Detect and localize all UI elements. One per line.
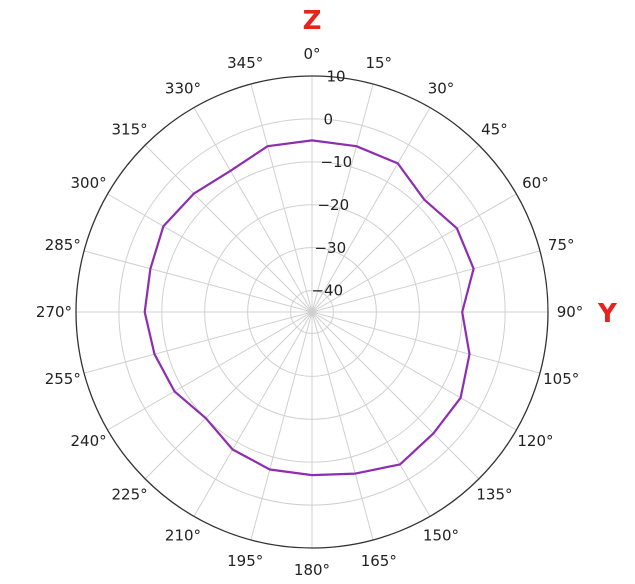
angular-gridline bbox=[193, 107, 313, 313]
angle-tick-label: 165° bbox=[361, 552, 397, 570]
angle-tick-labels: 0° 15° 30° 45° 60° 75° 90° 105° 120° 135° 150° 165°… bbox=[36, 45, 583, 579]
radial-tick-label: 10 bbox=[326, 68, 345, 86]
angle-tick-label: 270° bbox=[36, 303, 72, 321]
angular-gridline bbox=[311, 311, 431, 517]
axis-name-y: Y bbox=[597, 299, 618, 329]
angle-tick-label: 255° bbox=[45, 370, 81, 388]
angular-gridline bbox=[250, 83, 313, 313]
angle-tick-label: 210° bbox=[165, 526, 201, 544]
angle-tick-label: 150° bbox=[423, 526, 459, 544]
angular-gridline bbox=[193, 311, 313, 517]
angle-tick-label: 135° bbox=[476, 485, 512, 503]
radial-tick-label: −40 bbox=[311, 282, 343, 300]
angular-gridline bbox=[311, 144, 480, 313]
angle-tick-label: 120° bbox=[517, 432, 553, 450]
angle-tick-label: 315° bbox=[111, 121, 147, 139]
axis-name-z: Z bbox=[303, 6, 322, 36]
angle-tick-label: 285° bbox=[45, 236, 81, 254]
radial-tick-label: 0 bbox=[323, 110, 333, 128]
angle-tick-label: 60° bbox=[522, 174, 549, 192]
angular-gridline bbox=[83, 250, 313, 313]
angular-gridline bbox=[311, 250, 541, 313]
angle-tick-label: 90° bbox=[557, 303, 584, 321]
angular-gridline bbox=[311, 83, 374, 313]
series-line bbox=[143, 139, 475, 477]
polar-frame bbox=[75, 75, 549, 549]
angle-tick-label: 240° bbox=[70, 432, 106, 450]
angular-gridline bbox=[250, 311, 313, 541]
angular-gridline bbox=[311, 107, 431, 313]
angular-gridline bbox=[144, 144, 313, 313]
angle-tick-label: 75° bbox=[548, 236, 575, 254]
radial-tick-labels: −40 −30 −20 −10 0 10 bbox=[311, 68, 352, 300]
angle-tick-label: 105° bbox=[543, 370, 579, 388]
angular-gridline bbox=[107, 311, 313, 431]
pattern-series bbox=[143, 139, 475, 477]
radial-tick-label: −30 bbox=[314, 239, 346, 257]
angular-gridline bbox=[311, 311, 541, 374]
angle-tick-label: 195° bbox=[227, 552, 263, 570]
angular-gridline bbox=[311, 193, 517, 313]
angle-tick-label: 30° bbox=[428, 80, 455, 98]
angular-gridline bbox=[311, 311, 480, 480]
angular-gridline bbox=[311, 311, 517, 431]
angle-tick-label: 180° bbox=[294, 561, 330, 579]
angular-gridlines bbox=[76, 76, 548, 548]
angular-gridline bbox=[144, 311, 313, 480]
radial-tick-label: −10 bbox=[320, 153, 352, 171]
angular-gridline bbox=[83, 311, 313, 374]
angle-tick-label: 45° bbox=[481, 121, 508, 139]
angle-tick-label: 330° bbox=[165, 80, 201, 98]
angle-tick-label: 0° bbox=[303, 45, 320, 63]
angle-tick-label: 345° bbox=[227, 54, 263, 72]
radial-tick-label: −20 bbox=[317, 196, 349, 214]
angular-gridline bbox=[311, 311, 374, 541]
angular-gridline bbox=[107, 193, 313, 313]
angle-tick-label: 300° bbox=[70, 174, 106, 192]
angle-tick-label: 15° bbox=[365, 54, 392, 72]
angle-tick-label: 225° bbox=[111, 485, 147, 503]
